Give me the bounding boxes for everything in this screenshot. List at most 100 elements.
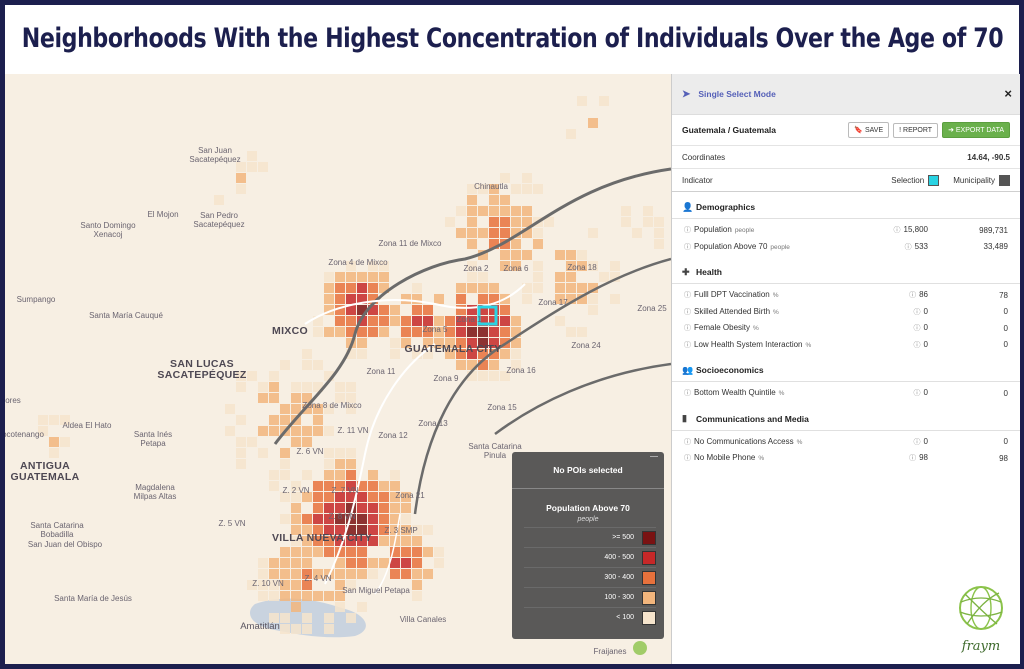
legend-panel: No POIs selected Population Above 70 peo… xyxy=(512,452,664,639)
indicator-row[interactable]: ⓘ No Mobile Phone% ⓘ 98 98 xyxy=(672,450,1020,467)
heatmap-cell xyxy=(566,129,576,139)
heatmap-cell xyxy=(379,481,389,491)
heatmap-cell xyxy=(302,349,312,359)
heatmap-cell xyxy=(379,283,389,293)
location-label: Guatemala / Guatemala xyxy=(682,125,777,135)
indicator-row[interactable]: ⓘ No Communications Access% ⓘ 0 0 xyxy=(672,434,1020,451)
heatmap-cell xyxy=(478,305,488,315)
section-header[interactable]: 👤 Demographics xyxy=(672,196,1020,219)
selection-value-text: 15,800 xyxy=(903,225,928,235)
legend-swatch xyxy=(642,610,656,625)
heatmap-cell xyxy=(225,426,235,436)
indicator-unit: % xyxy=(758,455,765,463)
heatmap-cell xyxy=(346,503,356,513)
heatmap-cell xyxy=(577,283,587,293)
heatmap-cell xyxy=(379,261,389,271)
heatmap-cell xyxy=(489,338,499,348)
heatmap-cell xyxy=(236,371,246,381)
heatmap-cell xyxy=(236,459,246,469)
heatmap-cell xyxy=(489,217,499,227)
info-icon: ⓘ xyxy=(684,341,691,349)
heatmap-cell xyxy=(456,283,466,293)
heatmap-cell xyxy=(522,228,532,238)
heatmap-cell xyxy=(280,448,290,458)
report-label: REPORT xyxy=(903,126,933,134)
heatmap-cell xyxy=(456,305,466,315)
close-icon[interactable]: × xyxy=(1004,86,1012,101)
heatmap-cell xyxy=(599,272,609,282)
heatmap-cell xyxy=(258,448,268,458)
indicator-row[interactable]: ⓘ Population people ⓘ 15,800 989,731 xyxy=(672,222,1020,239)
heatmap-cell xyxy=(324,591,334,601)
heatmap-cell xyxy=(302,591,312,601)
export-data-button[interactable]: ➜ EXPORT DATA xyxy=(942,122,1010,138)
heatmap-cell xyxy=(368,503,378,513)
heatmap-cell xyxy=(269,613,279,623)
heatmap-cell xyxy=(467,305,477,315)
heatmap-cell xyxy=(269,371,279,381)
info-icon: ⓘ xyxy=(909,455,917,463)
indicator-row[interactable]: ⓘ Skilled Attended Birth% ⓘ 0 0 xyxy=(672,304,1020,321)
heatmap-cell xyxy=(49,437,59,447)
heatmap-cell xyxy=(291,492,301,502)
panel-header: ➤ Single Select Mode × xyxy=(672,74,1020,115)
heatmap-cell xyxy=(467,327,477,337)
heatmap-cell xyxy=(280,613,290,623)
report-button[interactable]: ! REPORT xyxy=(893,122,939,138)
heatmap-cell xyxy=(346,283,356,293)
heatmap-cell xyxy=(214,195,224,205)
heatmap-cell xyxy=(291,525,301,535)
heatmap-cell xyxy=(434,547,444,557)
info-icon: ⓘ xyxy=(684,292,691,300)
heatmap-cell xyxy=(533,228,543,238)
heatmap-cell xyxy=(269,393,279,403)
heatmap-cell xyxy=(423,316,433,326)
indicator-row[interactable]: ⓘ Low Health System Interaction% ⓘ 0 0 xyxy=(672,337,1020,354)
section-header[interactable]: ▮ Communications and Media xyxy=(672,408,1020,431)
heatmap-cell xyxy=(423,525,433,535)
heatmap-cell xyxy=(401,294,411,304)
indicator-row[interactable]: ⓘ Bottom Wealth Quintile% ⓘ 0 0 xyxy=(672,385,1020,402)
heatmap-cell xyxy=(379,558,389,568)
heatmap-cell xyxy=(445,316,455,326)
place-label: San Miguel Petapa xyxy=(342,586,410,595)
place-label: ANTIGUA GUATEMALA xyxy=(10,460,80,483)
heatmap-cell xyxy=(346,448,356,458)
place-label: San Juan del Obispo xyxy=(27,540,103,549)
place-label: Zona 8 de Mixco xyxy=(302,401,362,410)
heatmap-cell xyxy=(313,503,323,513)
collapse-icon[interactable] xyxy=(650,456,658,457)
heatmap-cell xyxy=(555,250,565,260)
selection-value: ⓘ 533 xyxy=(868,242,928,252)
save-button[interactable]: 🔖 SAVE xyxy=(848,122,890,138)
selected-cell xyxy=(477,305,498,326)
indicator-row[interactable]: ⓘ Fulll DPT Vaccination% ⓘ 86 78 xyxy=(672,287,1020,304)
legend-row: 300 - 400 xyxy=(524,567,656,587)
heatmap-cell xyxy=(610,294,620,304)
indicator-name: ⓘ Bottom Wealth Quintile% xyxy=(684,388,868,398)
heatmap-cell xyxy=(357,602,367,612)
heatmap-cell xyxy=(434,327,444,337)
heatmap-cell xyxy=(588,305,598,315)
heatmap-cell xyxy=(489,184,499,194)
heatmap-cell xyxy=(357,294,367,304)
poi-status-text: No POIs selected xyxy=(553,465,623,475)
section-header[interactable]: ✚ Health xyxy=(672,261,1020,284)
section-rows: ⓘ Fulll DPT Vaccination% ⓘ 86 78 ⓘ Skilled Att… xyxy=(672,284,1020,355)
heatmap-cell xyxy=(258,569,268,579)
heatmap-cell xyxy=(357,536,367,546)
heatmap-cell xyxy=(566,294,576,304)
indicator-row[interactable]: ⓘ Population Above 70 people ⓘ 533 33,489 xyxy=(672,239,1020,256)
info-icon: ⓘ xyxy=(913,390,921,398)
legend-title: Population Above 70 xyxy=(546,503,630,513)
heatmap-cell xyxy=(566,250,576,260)
indicator-row[interactable]: ⓘ Female Obesity% ⓘ 0 0 xyxy=(672,320,1020,337)
map-canvas[interactable]: San Juan Sacatepéquez El Mojon San Pedro Sac… xyxy=(5,74,671,664)
section-header[interactable]: 👥 Socioeconomics xyxy=(672,359,1020,382)
medkit-icon: ✚ xyxy=(682,266,690,277)
legend-row: 400 - 500 xyxy=(524,547,656,567)
info-icon: ⓘ xyxy=(684,438,691,446)
heatmap-cell xyxy=(478,184,488,194)
heatmap-cell xyxy=(555,272,565,282)
place-label: Aldea El Hato xyxy=(62,421,112,430)
